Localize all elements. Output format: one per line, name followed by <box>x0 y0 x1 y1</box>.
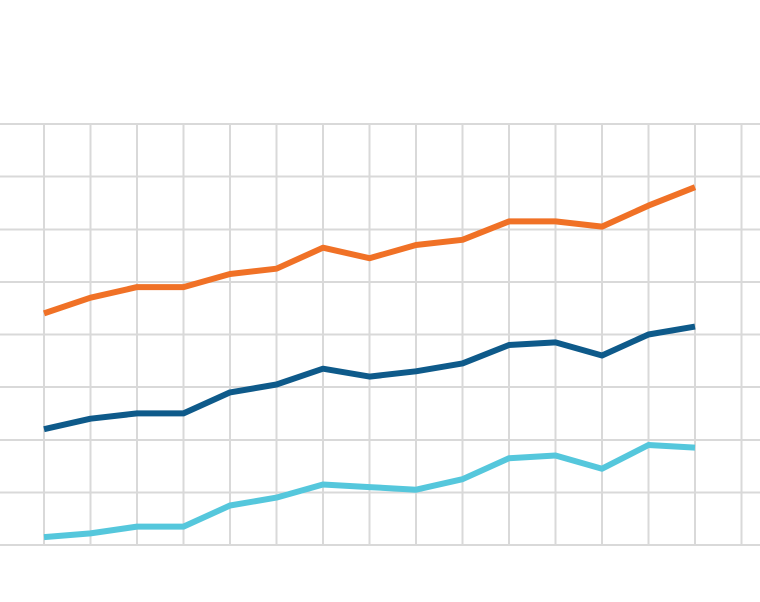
series-line-1 <box>43 184 697 317</box>
grid <box>0 123 760 546</box>
series-line-2 <box>43 323 696 433</box>
series-group <box>43 184 697 541</box>
series-line-3 <box>43 442 696 541</box>
